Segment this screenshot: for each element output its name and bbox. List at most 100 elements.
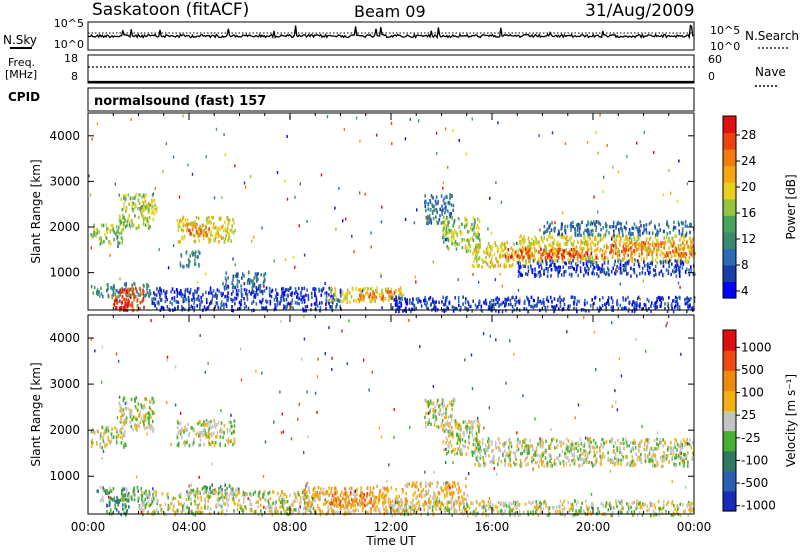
heatmap-cell xyxy=(128,496,131,500)
heatmap-cell xyxy=(152,401,154,405)
heatmap-cell xyxy=(124,218,126,222)
heatmap-cell xyxy=(485,256,487,260)
heatmap-cell xyxy=(207,506,209,511)
heatmap-cell xyxy=(624,298,627,302)
heatmap-cell xyxy=(122,434,124,438)
heatmap-speck xyxy=(602,175,605,179)
heatmap-cell xyxy=(126,219,129,223)
heatmap-cell xyxy=(141,497,143,502)
heatmap-cell xyxy=(226,429,229,434)
heatmap-cell xyxy=(607,299,609,303)
heatmap-cell xyxy=(551,299,553,304)
heatmap-cell xyxy=(133,292,135,296)
heatmap-cell xyxy=(424,295,426,300)
heatmap-cell xyxy=(306,304,309,309)
heatmap-cell xyxy=(424,302,426,306)
heatmap-cell xyxy=(145,193,147,197)
heatmap-cell xyxy=(490,298,493,303)
heatmap-cell xyxy=(90,440,93,445)
heatmap-cell xyxy=(618,253,621,257)
heatmap-cell xyxy=(619,303,622,308)
heatmap-cell xyxy=(371,299,373,303)
heatmap-cell xyxy=(596,254,598,258)
heatmap-cell xyxy=(549,259,551,263)
heatmap-cell xyxy=(529,260,531,264)
heatmap-cell xyxy=(199,438,202,442)
heatmap-cell xyxy=(333,293,335,297)
heatmap-cell xyxy=(135,226,137,230)
heatmap-cell xyxy=(681,231,684,236)
heatmap-cell xyxy=(285,500,287,504)
heatmap-cell xyxy=(107,425,110,430)
heatmap-cell xyxy=(268,286,271,291)
heatmap-cell xyxy=(567,304,570,308)
heatmap-cell xyxy=(126,497,129,501)
heatmap-cell xyxy=(557,250,560,254)
heatmap-cell xyxy=(238,300,241,305)
heatmap-cell xyxy=(429,484,431,488)
heatmap-speck xyxy=(294,265,296,269)
heatmap-cell xyxy=(207,435,210,439)
heatmap-cell xyxy=(486,249,489,253)
heatmap-cell xyxy=(423,503,425,507)
heatmap-cell xyxy=(454,306,457,311)
heatmap-cell xyxy=(505,298,508,303)
heatmap-cell xyxy=(388,294,390,298)
heatmap-cell xyxy=(611,234,614,238)
heatmap-cell xyxy=(159,296,161,300)
heatmap-cell xyxy=(363,299,365,303)
heatmap-cell xyxy=(122,421,125,425)
heatmap-cell xyxy=(166,298,168,302)
heatmap-cell xyxy=(501,247,503,251)
heatmap-cell xyxy=(116,300,119,304)
heatmap-cell xyxy=(453,306,455,310)
heatmap-cell xyxy=(454,484,456,488)
heatmap-cell xyxy=(227,436,230,441)
heatmap-cell xyxy=(401,500,404,504)
heatmap-cell xyxy=(479,238,481,242)
heatmap-cell xyxy=(400,504,403,509)
heatmap-cell xyxy=(193,289,196,293)
heatmap-cell xyxy=(417,296,420,301)
heatmap-cell xyxy=(97,292,99,297)
heatmap-cell xyxy=(412,498,414,502)
heatmap-cell xyxy=(591,260,593,264)
heatmap-cell xyxy=(148,419,150,423)
heatmap-cell xyxy=(119,404,121,408)
heatmap-cell xyxy=(282,286,284,291)
heatmap-cell xyxy=(268,490,271,494)
heatmap-cell xyxy=(115,500,117,504)
heatmap-cell xyxy=(678,231,681,236)
heatmap-cell xyxy=(416,501,418,506)
heatmap-cell xyxy=(627,248,630,252)
heatmap-cell xyxy=(477,236,479,240)
heatmap-cell xyxy=(116,438,118,443)
heatmap-cell xyxy=(223,240,226,244)
heatmap-cell xyxy=(616,303,619,307)
heatmap-cell xyxy=(151,500,154,504)
heatmap-cell xyxy=(292,503,294,507)
heatmap-cell xyxy=(121,489,123,493)
heatmap-cell xyxy=(603,270,605,275)
heatmap-cell xyxy=(620,238,622,243)
heatmap-cell xyxy=(600,237,602,242)
heatmap-cell xyxy=(126,304,128,308)
heatmap-cell xyxy=(688,248,690,252)
heatmap-cell xyxy=(134,214,136,218)
heatmap-cell xyxy=(612,220,615,225)
heatmap-cell xyxy=(579,260,582,264)
nsky-right-tick: 10^0 xyxy=(710,40,740,53)
heatmap-cell xyxy=(609,225,611,229)
heatmap-cell xyxy=(486,245,489,249)
heatmap-cell xyxy=(129,196,132,200)
heatmap-cell xyxy=(355,287,357,291)
heatmap-cell xyxy=(211,297,213,302)
heatmap-cell xyxy=(230,431,233,436)
heatmap-cell xyxy=(451,241,453,246)
heatmap-cell xyxy=(377,499,380,503)
heatmap-cell xyxy=(132,287,135,292)
heatmap-cell xyxy=(545,266,548,271)
colorbar-swatch xyxy=(723,132,736,150)
heatmap-cell xyxy=(688,256,691,260)
heatmap-cell xyxy=(682,241,684,246)
